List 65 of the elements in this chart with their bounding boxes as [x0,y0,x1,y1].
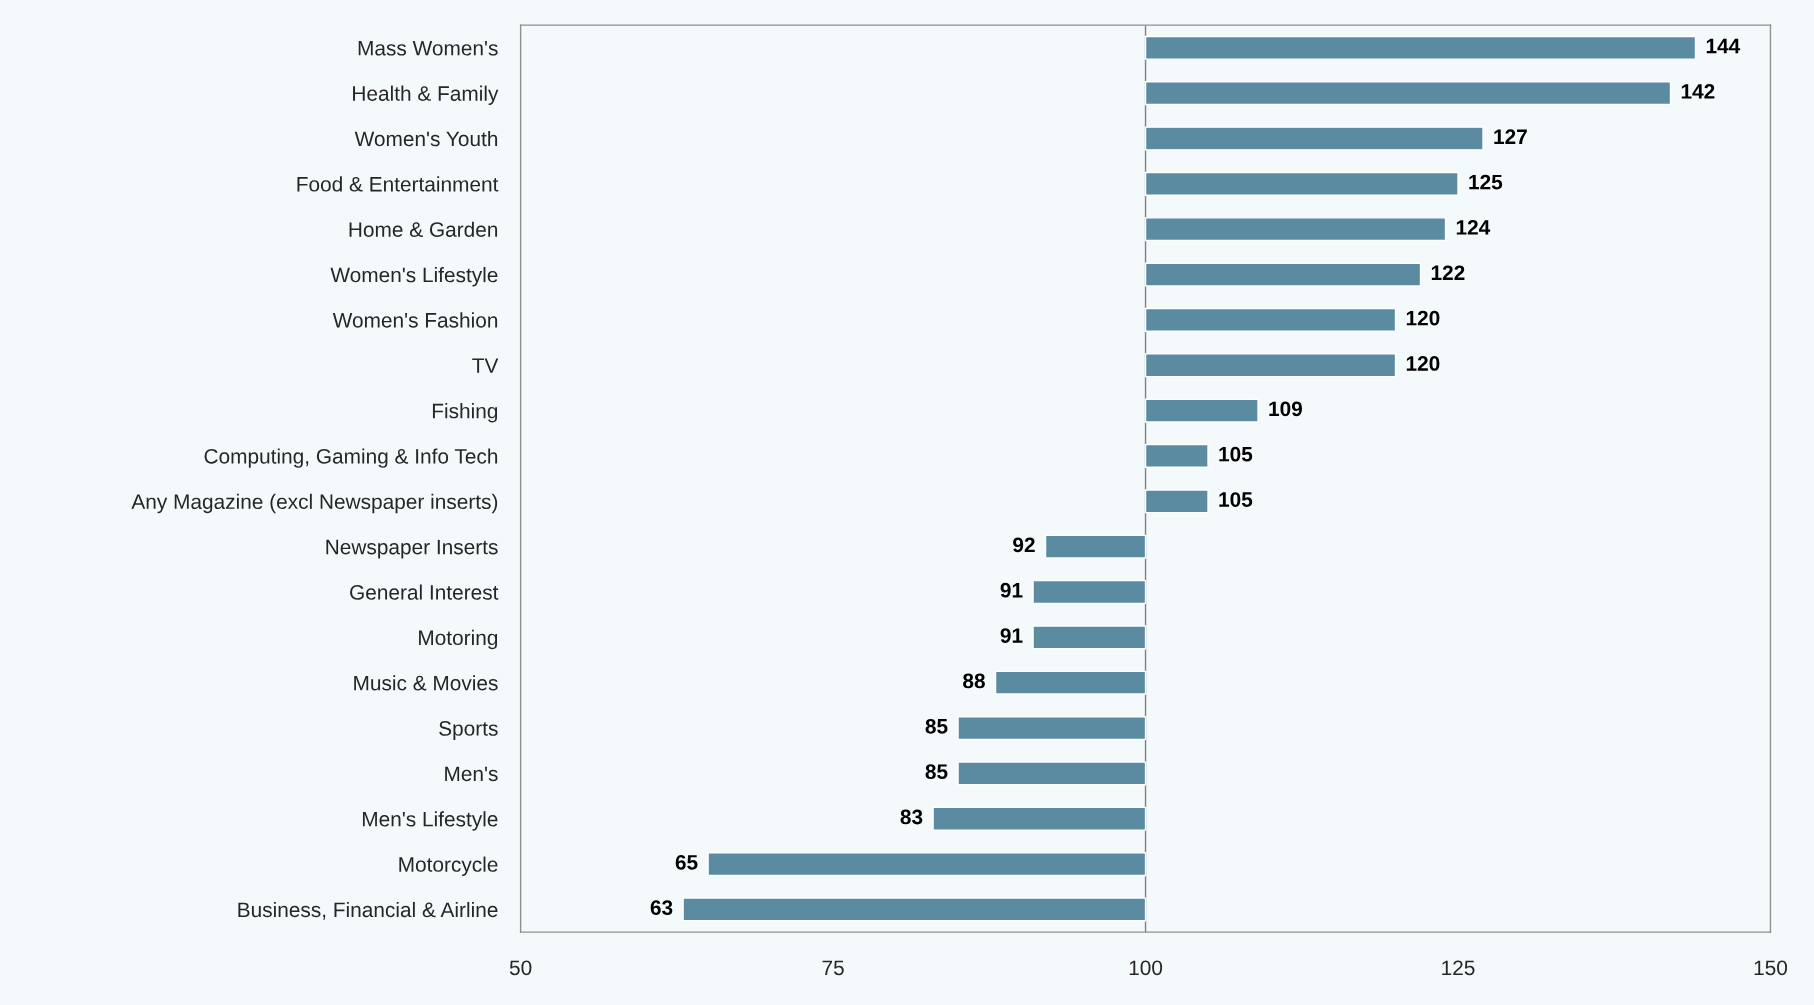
data-label: 125 [1469,174,1503,190]
bar [1144,126,1484,151]
y-tick-label: Women's Lifestyle [330,267,498,287]
data-label: 142 [1681,83,1715,99]
bar [1044,534,1147,559]
data-label: 85 [925,718,948,734]
y-tick-label: Business, Financial & Airline [238,901,498,920]
bar [1144,398,1259,423]
bar [1144,35,1697,60]
y-tick-label: General Interest [350,584,499,600]
y-tick-label: Health & Family [353,85,499,106]
data-label: 124 [1456,220,1491,235]
x-tick-label: 50 [509,960,532,976]
y-tick-label: Sports [439,721,498,740]
data-label: 120 [1406,356,1440,371]
bar [957,716,1147,741]
bar [707,852,1147,877]
data-label: 144 [1706,38,1741,54]
bar [1144,443,1209,468]
y-tick-label: TV [472,358,499,373]
x-tick-label: 125 [1442,960,1475,976]
data-label: 122 [1431,265,1465,280]
data-label: 105 [1219,492,1253,507]
bar [1144,217,1447,242]
data-label: 120 [1406,310,1440,326]
bar [1144,262,1422,287]
y-tick-label: Mass Women's [358,41,498,56]
x-tick-label: 75 [822,960,844,976]
y-tick-label: Men's Lifestyle [362,811,498,831]
data-label: 85 [925,764,948,779]
y-tick-label: Food & Entertainment [297,176,499,192]
bar [994,670,1147,695]
y-tick-label: Motoring [419,629,498,650]
data-label: 91 [1000,628,1023,643]
data-label: 83 [900,809,923,825]
bar [1032,625,1147,650]
bar [1144,489,1209,514]
bar [957,761,1147,786]
bar [1032,579,1147,605]
y-tick-label: Any Magazine (excl Newspaper inserts) [131,493,498,514]
x-tick-label: 150 [1754,960,1788,976]
data-label: 65 [675,854,698,870]
y-tick-label: Women's Fashion [332,312,498,328]
data-label: 91 [1000,582,1023,598]
bar [1144,171,1459,196]
y-tick-label: Men's [445,766,498,782]
bar [932,806,1147,831]
bar [682,897,1147,922]
y-tick-label: Home & Garden [349,221,498,237]
data-label: 127 [1494,129,1527,144]
bar [1144,307,1397,332]
y-tick-label: Music & Movies [354,675,498,691]
data-label: 92 [1013,537,1035,553]
data-label: 88 [963,673,985,689]
y-tick-label: Fishing [432,403,498,423]
y-tick-label: Computing, Gaming & Info Tech [204,448,498,468]
data-label: 105 [1219,446,1253,462]
data-label: 109 [1269,401,1303,417]
bar [1144,81,1672,106]
bar [1144,353,1397,378]
y-tick-label: Newspaper Inserts [326,539,498,559]
x-tick-label: 100 [1129,960,1163,976]
data-label: 63 [650,900,673,916]
y-tick-label: Women's Youth [354,130,498,147]
y-tick-label: Motorcycle [399,856,498,876]
